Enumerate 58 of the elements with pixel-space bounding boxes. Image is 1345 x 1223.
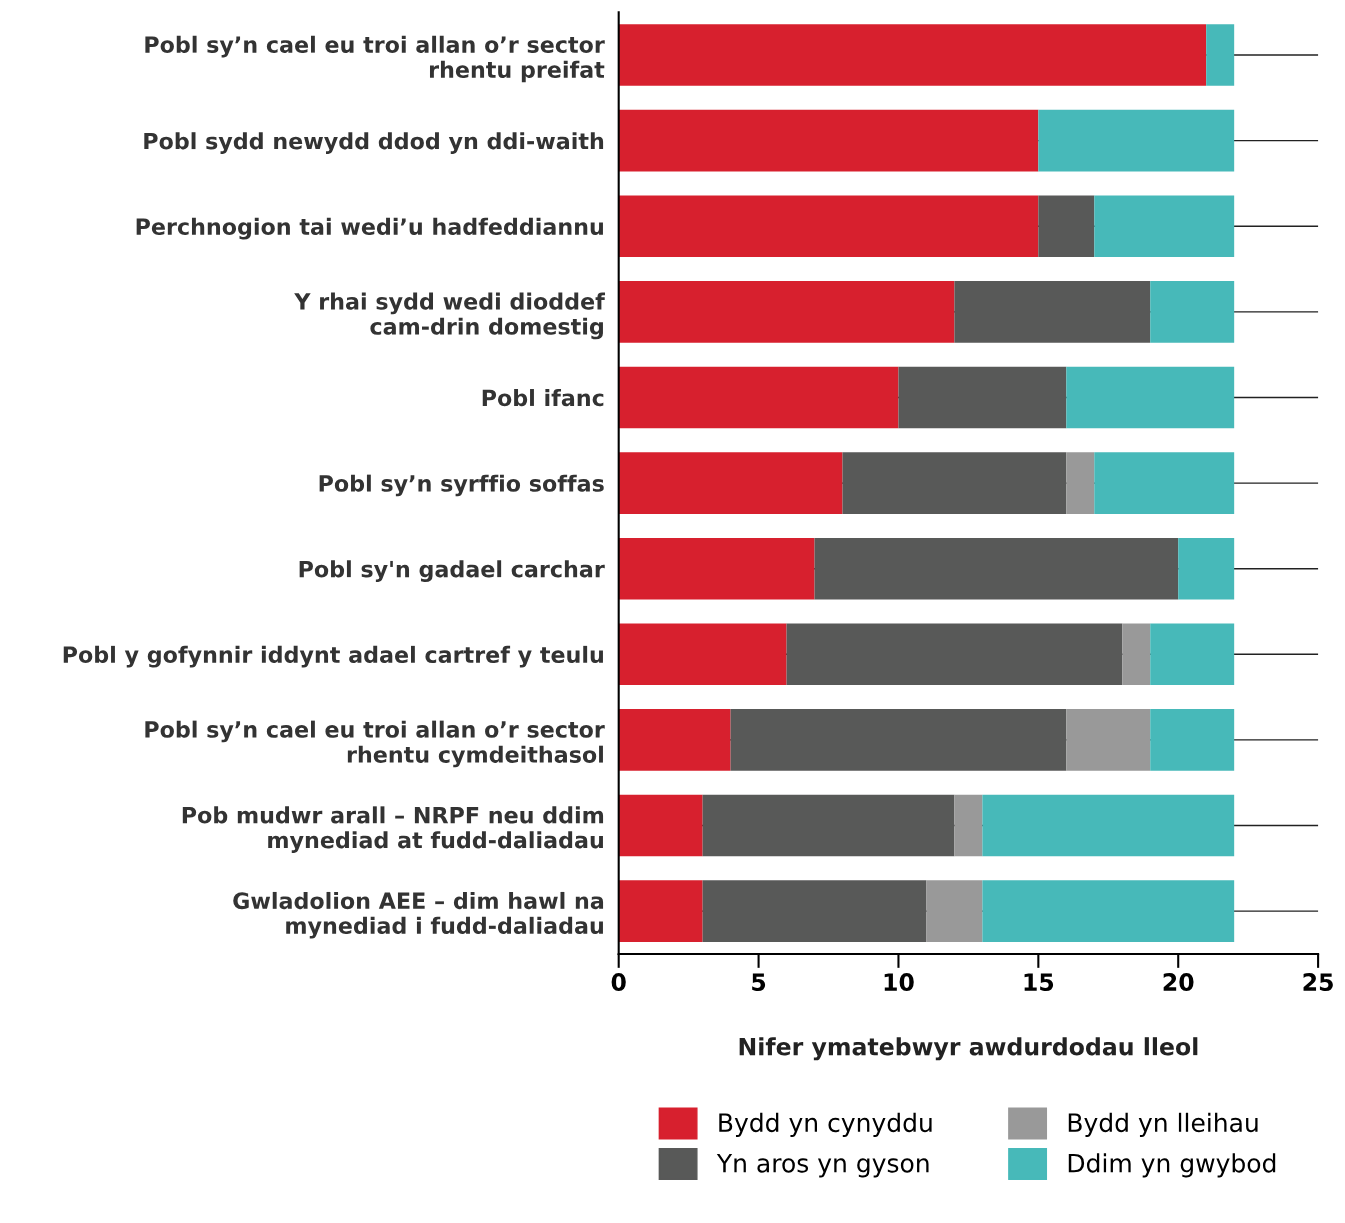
bar [618, 195, 1039, 258]
y-tick-label: Y rhai sydd wedi dioddef cam-drin domestig [294, 292, 606, 340]
bar [842, 452, 1067, 514]
bar [1150, 281, 1235, 343]
bar [1150, 709, 1235, 771]
bar [618, 537, 815, 600]
bar [618, 109, 1039, 172]
bar [618, 794, 703, 857]
bar [1206, 24, 1235, 86]
bar [982, 880, 1235, 942]
x-tick-label: 5 [752, 973, 766, 991]
bar [1122, 623, 1151, 686]
bar [814, 537, 1179, 600]
bar [1066, 366, 1235, 429]
bar [618, 24, 1207, 86]
y-tick-label: Pobl sy’n syrffio soffas [319, 474, 604, 497]
bar [1038, 109, 1235, 172]
x-tick-label: 0 [611, 973, 626, 991]
bar [1038, 195, 1095, 258]
bar [1150, 623, 1235, 686]
bar [618, 623, 787, 686]
bar [1178, 537, 1235, 600]
y-tick-label: Pobl ifanc [482, 389, 604, 407]
y-tick-label: Pobl sy’n cael eu troi allan o’r sector rhentu preifat [145, 35, 605, 83]
bar [1094, 195, 1235, 258]
y-tick-label: Pobl y gofynnir iddynt adael cartref y teulu [63, 645, 603, 668]
legend-label: Bydd yn cynyddu [719, 1112, 932, 1137]
bar [618, 281, 955, 343]
y-tick-label: Gwladolion AEE – dim hawl na mynediad i fudd-daliadau [233, 891, 604, 939]
x-tick-label: 20 [1163, 973, 1194, 991]
legend-label: Bydd yn lleihau [1068, 1112, 1258, 1137]
bar [1066, 452, 1095, 514]
x-tick-label: 10 [884, 973, 914, 991]
y-tick-label: Perchnogion tai wedi’u hadfeddiannu [136, 217, 603, 240]
legend-label: Yn aros yn gyson [716, 1154, 929, 1178]
bar [702, 794, 955, 857]
bar [1066, 709, 1151, 771]
bar [618, 366, 899, 429]
bar [702, 880, 927, 942]
bar [898, 366, 1067, 429]
bar [618, 880, 703, 942]
bar [1094, 452, 1235, 514]
y-tick-label: Pobl sydd newydd ddod yn ddi-waith [144, 132, 604, 154]
y-tick-label: Pobl sy’n cael eu troi allan o’r sector rhentu cymdeithasol [145, 720, 605, 768]
bar [954, 281, 1151, 343]
y-tick-label: Pob mudwr arall – NRPF neu ddim mynediad at fudd-daliadau [182, 806, 604, 853]
x-axis-title: Nifer ymatebwyr awdurdodau lleol [739, 1037, 1198, 1061]
bar [954, 794, 983, 857]
bar [786, 623, 1123, 686]
bar [982, 794, 1235, 857]
bar [730, 709, 1067, 771]
x-tick-label: 25 [1303, 973, 1333, 991]
y-tick-label: Pobl sy'n gadael carchar [299, 560, 605, 582]
legend-label: Ddim yn gwybod [1068, 1153, 1276, 1178]
bar [926, 880, 983, 942]
bar [618, 452, 843, 514]
bar [618, 709, 731, 771]
x-tick-label: 15 [1024, 973, 1054, 991]
